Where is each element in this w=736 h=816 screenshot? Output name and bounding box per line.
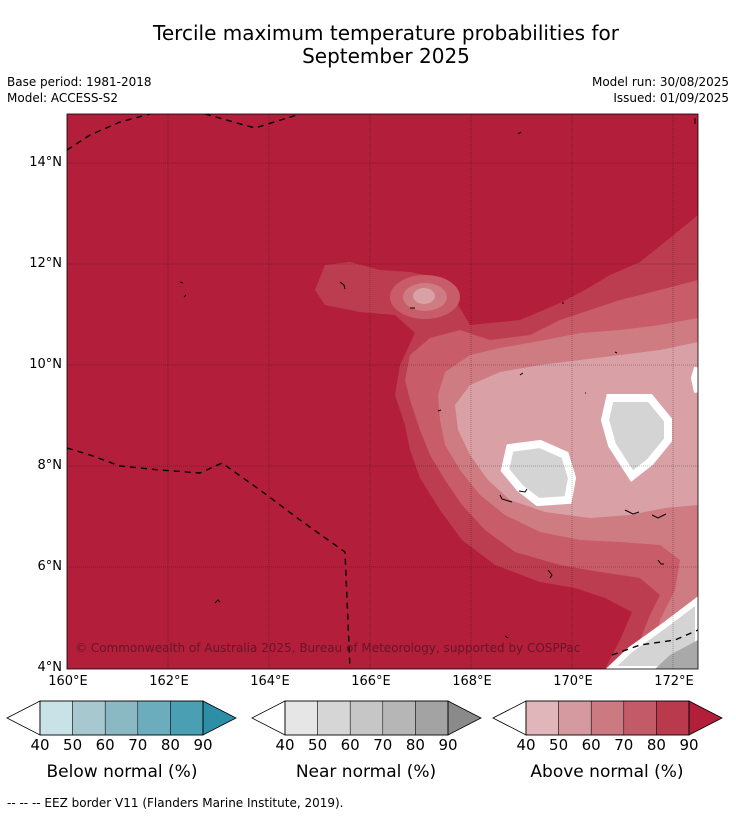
chart-title: Tercile maximum temperature probabilitie…: [0, 22, 736, 68]
lat-label-6n: 6°N: [37, 559, 63, 574]
colorbar-near-tick: 70: [373, 736, 393, 754]
colorbar-near-swatch: [382, 700, 416, 736]
lat-label-8n: 8°N: [37, 458, 63, 473]
colorbar-near-max-arrow: [447, 700, 482, 736]
title-line-1: Tercile maximum temperature probabilitie…: [153, 21, 619, 45]
base-period: Base period: 1981-2018: [7, 75, 152, 89]
band-50-island: [413, 288, 435, 304]
colorbar-near-swatch: [317, 700, 351, 736]
colorbar-below-swatch: [137, 700, 171, 736]
colorbar-above-tick: 80: [646, 736, 666, 754]
colorbar-above-tick: 60: [581, 736, 601, 754]
near-normal-patch-3: [690, 366, 698, 393]
colorbar-below-tick: 40: [30, 736, 50, 754]
lon-label-166e: 166°E: [351, 674, 391, 689]
copyright-notice: © Commonwealth of Australia 2025, Bureau…: [75, 641, 581, 655]
colorbar-above-label: Above normal (%): [530, 762, 684, 782]
map-field: [67, 114, 698, 669]
colorbar-below-max-arrow: [202, 700, 237, 736]
lat-label-10n: 10°N: [29, 357, 62, 372]
colorbar-below-tick: 90: [193, 736, 213, 754]
colorbar-near-tick: 50: [308, 736, 328, 754]
islands: [179, 118, 696, 639]
near-normal-patch-2: [600, 394, 672, 482]
lat-label-4n: 4°N: [37, 660, 63, 675]
colorbar-above-tick: 40: [516, 736, 536, 754]
near-normal-patch-1: [500, 439, 577, 507]
colorbar-above-swatch: [525, 700, 559, 736]
lat-label-12n: 12°N: [29, 256, 62, 271]
colorbar-below-tick: 50: [63, 736, 83, 754]
colorbar-above-tick: 90: [679, 736, 699, 754]
near-normal-corner-dark: [655, 640, 698, 669]
colorbar-below-swatches: [39, 700, 237, 736]
colorbar-below-label: Below normal (%): [46, 762, 198, 782]
colorbar-above-swatch: [558, 700, 592, 736]
lon-label-170e: 170°E: [553, 674, 593, 689]
model-run: Model run: 30/08/2025: [591, 75, 729, 89]
colorbar-above-swatch: [623, 700, 657, 736]
meta-right: Model run: 30/08/2025 Issued: 01/09/2025: [592, 74, 729, 106]
meta-left: Base period: 1981-2018 Model: ACCESS-S2: [7, 74, 152, 106]
model-name: Model: ACCESS-S2: [7, 91, 119, 105]
colorbar-near-tick: 90: [438, 736, 458, 754]
colorbar-below-swatch: [72, 700, 106, 736]
map-frame: [66, 113, 699, 670]
colorbar-above-swatch: [656, 700, 690, 736]
colorbar-near-swatch: [415, 700, 449, 736]
colorbar-below-min-arrow: [6, 700, 41, 736]
colorbar-above-max-arrow: [688, 700, 723, 736]
colorbar-below-tick: 70: [128, 736, 148, 754]
colorbar-above-tick: 50: [549, 736, 569, 754]
colorbar-below-swatch: [170, 700, 204, 736]
colorbar-near-min-arrow: [251, 700, 286, 736]
eez-footnote: -- -- -- EEZ border V11 (Flanders Marine…: [7, 796, 344, 810]
lon-label-168e: 168°E: [452, 674, 492, 689]
colorbar-below-tick: 80: [160, 736, 180, 754]
colorbar-near-swatches: [284, 700, 482, 736]
colorbar-below-swatch: [104, 700, 139, 736]
colorbar-above-swatches: [525, 700, 723, 736]
colorbar-near-label: Near normal (%): [295, 762, 437, 782]
colorbar-below-swatch: [39, 700, 73, 736]
colorbar-near-swatch: [284, 700, 318, 736]
lon-label-162e: 162°E: [149, 674, 189, 689]
colorbar-near-tick: 40: [275, 736, 295, 754]
colorbar-near-tick: 80: [405, 736, 425, 754]
lat-label-14n: 14°N: [29, 155, 62, 170]
colorbar-below-tick: 60: [95, 736, 115, 754]
eez-borders: [67, 114, 698, 669]
issued-date: Issued: 01/09/2025: [613, 91, 729, 105]
colorbar-below: [6, 700, 237, 736]
colorbar-above-min-arrow: [492, 700, 527, 736]
colorbar-near-swatch: [349, 700, 384, 736]
colorbar-near-tick: 60: [340, 736, 360, 754]
title-line-2: September 2025: [302, 44, 470, 68]
lon-label-164e: 164°E: [250, 674, 290, 689]
gridlines: [67, 114, 698, 669]
lon-label-172e: 172°E: [654, 674, 694, 689]
near-normal-corner: [605, 596, 698, 669]
lon-label-160e: 160°E: [48, 674, 88, 689]
colorbar-above-tick: 70: [614, 736, 634, 754]
colorbar-near: [251, 700, 482, 736]
colorbar-above-swatch: [590, 700, 625, 736]
colorbar-above: [492, 700, 723, 736]
